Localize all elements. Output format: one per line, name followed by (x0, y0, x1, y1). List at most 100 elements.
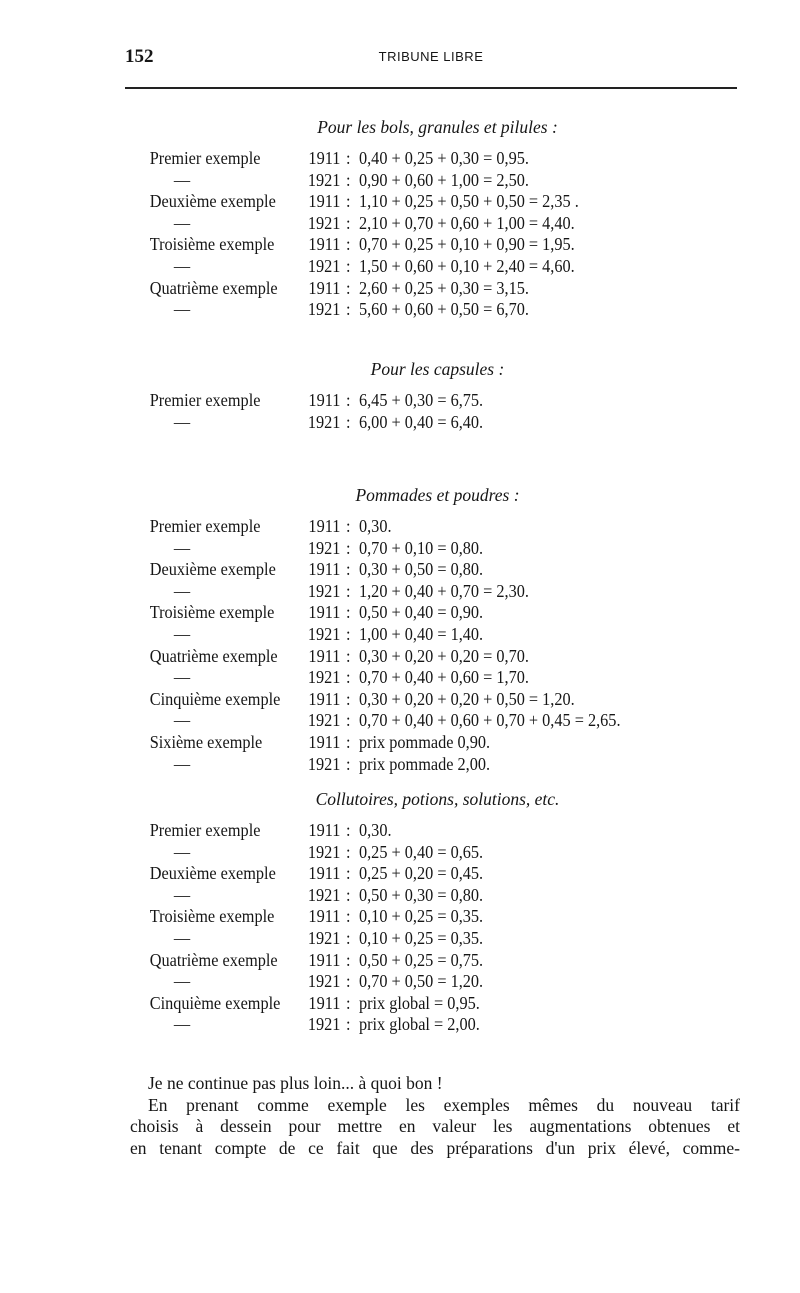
example-label: Cinquième exemple (149, 992, 281, 1013)
paragraph-line: choisis à dessein pour mettre en valeur … (130, 1116, 740, 1136)
example-label: — (173, 411, 191, 432)
example-row: — 1921:0,90 + 0,60 + 1,00 = 2,50. (0, 170, 744, 192)
colon-separator: : (345, 148, 351, 168)
colon-separator: : (345, 277, 351, 298)
colon-separator: : (345, 667, 351, 688)
colon-separator: : (345, 537, 351, 558)
price-calculation: 1,10 + 0,25 + 0,50 + 0,50 = 2,35 . (358, 191, 579, 212)
page-header: 152 TRIBUNE LIBRE (125, 46, 737, 70)
example-row: Sixième exemple 1911: prix pommade 0,90. (0, 732, 744, 754)
price-calculation: 0,30 + 0,50 = 0,80. (358, 559, 484, 580)
colon-separator: : (345, 516, 351, 536)
price-calculation: 6,00 + 0,40 = 6,40. (358, 411, 484, 432)
year: 1911 (308, 949, 341, 970)
example-label: — (173, 927, 191, 948)
year: 1911 (308, 277, 341, 298)
example-row: Deuxième exemple 1911:0,30 + 0,50 = 0,80. (0, 559, 744, 581)
example-row: — 1921:1,20 + 0,40 + 0,70 = 2,30. (0, 581, 744, 603)
example-row: — 1921:0,25 + 0,40 = 0,65. (0, 842, 744, 864)
price-calculation: 2,10 + 0,70 + 0,60 + 1,00 = 4,40. (358, 212, 575, 233)
year: 1921 (307, 537, 341, 558)
price-section: Collutoires, potions, solutions, etc. Pre… (0, 788, 800, 1036)
colon-separator: : (345, 906, 351, 927)
year: 1921 (307, 580, 341, 601)
example-row: — 1921:0,10 + 0,25 = 0,35. (0, 928, 744, 950)
example-label: — (173, 884, 191, 905)
example-label: Troisième exemple (149, 234, 275, 255)
example-row: Premier exemple 1911:0,40 + 0,25 + 0,30 =… (0, 148, 744, 170)
example-label: Premier exemple (149, 820, 261, 840)
year: 1911 (308, 731, 341, 752)
colon-separator: : (345, 710, 351, 731)
example-label: — (173, 971, 191, 992)
example-row: — 1921:0,70 + 0,10 = 0,80. (0, 538, 744, 560)
colon-separator: : (345, 863, 351, 884)
section-title: Pour les capsules : (370, 359, 505, 379)
year: 1921 (307, 884, 341, 905)
example-label: Premier exemple (149, 516, 261, 536)
example-row: — 1921:2,10 + 0,70 + 0,60 + 1,00 = 4,40. (0, 213, 744, 235)
year: 1911 (308, 602, 341, 623)
year: 1921 (307, 1014, 341, 1035)
example-row: Premier exemple 1911:0,30. (0, 516, 744, 538)
example-label: Premier exemple (149, 390, 261, 410)
colon-separator: : (345, 169, 351, 190)
colon-separator: : (345, 602, 351, 623)
colon-separator: : (345, 645, 351, 666)
year: 1911 (308, 234, 341, 255)
example-label: — (173, 580, 191, 601)
year: 1921 (307, 411, 341, 432)
year: 1921 (307, 841, 341, 862)
price-calculation: 0,30 + 0,20 + 0,20 + 0,50 = 1,20. (358, 688, 575, 709)
example-label: — (173, 169, 191, 190)
example-row: Troisième exemple 1911:0,50 + 0,40 = 0,90… (0, 602, 744, 624)
colon-separator: : (345, 212, 351, 233)
colon-separator: : (345, 390, 351, 410)
colon-separator: : (345, 927, 351, 948)
header-rule (125, 87, 737, 89)
price-calculation: prix pommade 0,90. (358, 731, 491, 752)
example-row: — 1921:1,00 + 0,40 = 1,40. (0, 624, 744, 646)
price-calculation: 0,25 + 0,40 = 0,65. (358, 841, 484, 862)
example-label: — (173, 710, 191, 731)
price-section: Pommades et poudres : Premier exemple 1911… (0, 484, 800, 775)
price-calculation: 5,60 + 0,60 + 0,50 = 6,70. (358, 299, 529, 320)
price-calculation: 0,30. (358, 820, 392, 840)
price-calculation: 1,00 + 0,40 = 1,40. (358, 623, 484, 644)
example-row: — 1921:1,50 + 0,60 + 0,10 + 2,40 = 4,60. (0, 256, 744, 278)
price-calculation: 2,60 + 0,25 + 0,30 = 3,15. (358, 277, 529, 298)
year: 1911 (308, 820, 341, 840)
colon-separator: : (345, 884, 351, 905)
price-calculation: 0,90 + 0,60 + 1,00 = 2,50. (358, 169, 529, 190)
section-title: Pommades et poudres : (355, 485, 520, 505)
year: 1921 (307, 255, 341, 276)
example-label: — (173, 255, 191, 276)
example-label: Deuxième exemple (149, 863, 276, 884)
colon-separator: : (345, 559, 351, 580)
example-row: Deuxième exemple 1911:0,25 + 0,20 = 0,45. (0, 863, 744, 885)
example-row: Quatrième exemple 1911:0,50 + 0,25 = 0,75… (0, 950, 744, 972)
colon-separator: : (345, 820, 351, 840)
example-row: — 1921:0,70 + 0,50 = 1,20. (0, 971, 744, 993)
price-calculation: 0,50 + 0,40 = 0,90. (358, 602, 484, 623)
body-paragraph: Je ne continue pas plus loin... à quoi b… (130, 1073, 740, 1159)
example-label: Troisième exemple (149, 602, 275, 623)
year: 1921 (307, 710, 341, 731)
example-label: Deuxième exemple (149, 559, 276, 580)
example-row: Cinquième exemple 1911: prix global = 0,95… (0, 993, 744, 1015)
colon-separator: : (345, 1014, 351, 1035)
colon-separator: : (345, 971, 351, 992)
section-title: Collutoires, potions, solutions, etc. (315, 789, 560, 809)
price-calculation: 0,50 + 0,30 = 0,80. (358, 884, 484, 905)
example-label: — (173, 1014, 191, 1035)
example-row: — 1921:0,50 + 0,30 = 0,80. (0, 885, 744, 907)
colon-separator: : (345, 731, 351, 752)
price-section: Pour les bols, granules et pilules : Prem… (0, 116, 800, 321)
year: 1921 (307, 753, 341, 774)
colon-separator: : (345, 411, 351, 432)
year: 1911 (308, 191, 341, 212)
example-row: Cinquième exemple 1911:0,30 + 0,20 + 0,20… (0, 689, 744, 711)
year: 1911 (308, 992, 341, 1013)
example-label: Quatrième exemple (149, 949, 278, 970)
colon-separator: : (345, 753, 351, 774)
